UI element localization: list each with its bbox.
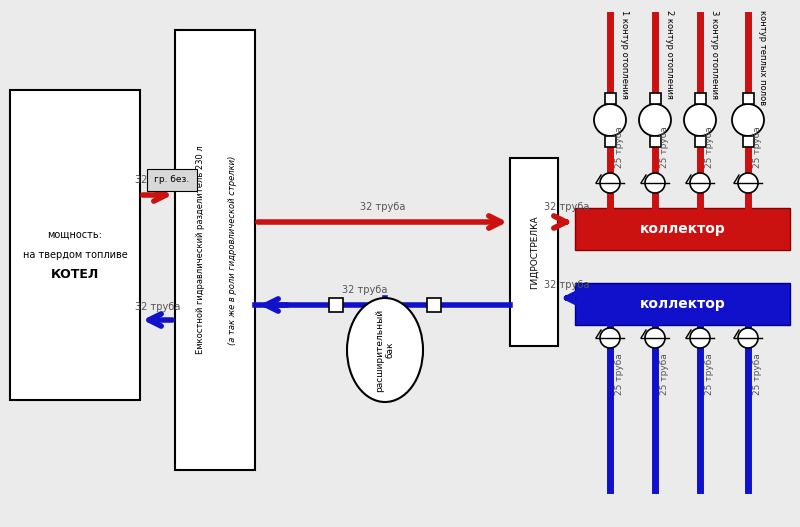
- Text: на твердом топливе: на твердом топливе: [22, 250, 127, 260]
- FancyBboxPatch shape: [147, 169, 197, 191]
- Bar: [694, 93, 706, 104]
- Bar: [175, 30, 255, 470]
- Bar: [427, 298, 441, 312]
- Bar: [575, 208, 790, 250]
- Bar: [742, 93, 754, 104]
- Circle shape: [645, 173, 665, 193]
- Text: 1 контур отопления: 1 контур отопления: [620, 10, 629, 99]
- Bar: [605, 93, 615, 104]
- Text: коллектор: коллектор: [640, 297, 726, 311]
- Bar: [10, 90, 140, 400]
- Text: (а так же в роли гидровлической стрелки): (а так же в роли гидровлической стрелки): [228, 155, 237, 345]
- Text: 32 труба: 32 труба: [135, 175, 180, 185]
- Text: 32 труба: 32 труба: [544, 280, 589, 290]
- Circle shape: [645, 328, 665, 348]
- Text: КОТЕЛ: КОТЕЛ: [51, 268, 99, 281]
- Circle shape: [732, 104, 764, 136]
- Circle shape: [684, 104, 716, 136]
- Text: 25 труба: 25 труба: [705, 126, 714, 168]
- Circle shape: [738, 328, 758, 348]
- Text: 25 труба: 25 труба: [705, 353, 714, 395]
- Circle shape: [600, 173, 620, 193]
- Text: 25 труба: 25 труба: [615, 126, 624, 168]
- Text: мощность:: мощность:: [47, 230, 102, 240]
- Circle shape: [738, 173, 758, 193]
- Text: 25 труба: 25 труба: [660, 126, 669, 168]
- Text: 32 труба: 32 труба: [342, 285, 388, 295]
- Text: 2 контур отопления: 2 контур отопления: [665, 10, 674, 99]
- Bar: [575, 283, 790, 325]
- Bar: [605, 136, 615, 147]
- Circle shape: [690, 328, 710, 348]
- Bar: [694, 136, 706, 147]
- Text: гр. без.: гр. без.: [154, 175, 190, 184]
- Bar: [329, 298, 343, 312]
- Bar: [650, 93, 661, 104]
- Text: ГИДРОСТРЕЛКА: ГИДРОСТРЕЛКА: [530, 215, 538, 289]
- Text: Емкостной гидравлический разделитель 230 л: Емкостной гидравлический разделитель 230…: [196, 145, 205, 354]
- Circle shape: [639, 104, 671, 136]
- Circle shape: [690, 173, 710, 193]
- Bar: [742, 136, 754, 147]
- Text: 25 труба: 25 труба: [660, 353, 669, 395]
- Text: 32 труба: 32 труба: [360, 202, 405, 212]
- Text: контур теплых полов: контур теплых полов: [758, 10, 767, 105]
- Text: 25 труба: 25 труба: [615, 353, 624, 395]
- Text: коллектор: коллектор: [640, 222, 726, 236]
- Text: 32 труба: 32 труба: [544, 202, 589, 212]
- Ellipse shape: [347, 298, 423, 402]
- Circle shape: [600, 328, 620, 348]
- Text: 3 контур отопления: 3 контур отопления: [710, 10, 719, 99]
- Circle shape: [594, 104, 626, 136]
- Text: расширительный
бак: расширительный бак: [375, 308, 394, 392]
- Text: 32 труба: 32 труба: [135, 302, 180, 312]
- Bar: [650, 136, 661, 147]
- Text: 25 труба: 25 труба: [753, 353, 762, 395]
- Text: 25 труба: 25 труба: [753, 126, 762, 168]
- Bar: [510, 158, 558, 346]
